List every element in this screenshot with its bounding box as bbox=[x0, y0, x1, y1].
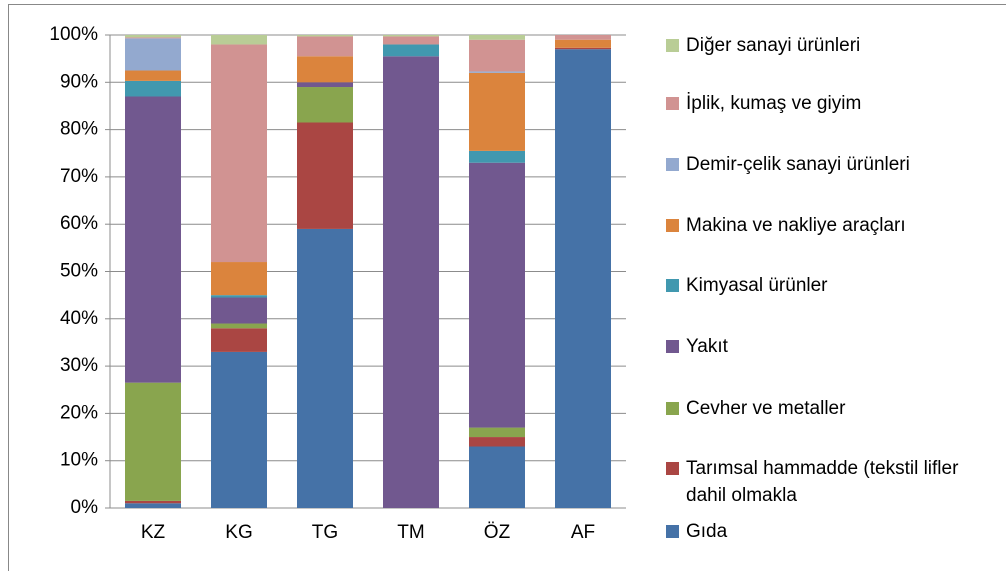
legend-swatch bbox=[666, 219, 679, 232]
legend-item: Cevher ve metaller bbox=[666, 395, 996, 422]
bar-segment bbox=[297, 36, 353, 57]
bar-segment bbox=[297, 56, 353, 83]
x-tick-label: TM bbox=[397, 522, 424, 543]
bar-segment bbox=[383, 44, 439, 57]
bar-segment bbox=[383, 56, 439, 508]
legend-item: Gıda bbox=[666, 518, 996, 545]
legend-swatch bbox=[666, 525, 679, 538]
legend-label: Makina ve nakliye araçları bbox=[686, 215, 906, 236]
bar-segment bbox=[125, 37, 181, 39]
y-tick-label: 70% bbox=[60, 166, 98, 187]
bar-segment bbox=[383, 36, 439, 45]
x-tick-label: AF bbox=[571, 522, 595, 543]
bar-segment bbox=[383, 35, 439, 37]
y-tick-label: 20% bbox=[60, 402, 98, 423]
legend-swatch bbox=[666, 340, 679, 353]
y-tick-label: 50% bbox=[60, 261, 98, 282]
bar-segment bbox=[125, 503, 181, 508]
bar-segment bbox=[469, 427, 525, 438]
bar-segment bbox=[211, 295, 267, 298]
legend-item: Tarımsal hammadde (tekstil lifler dahil … bbox=[666, 455, 996, 509]
legend-label: Gıda bbox=[686, 521, 728, 542]
bar-segment bbox=[555, 39, 611, 48]
bar-segment bbox=[125, 80, 181, 97]
y-tick-label: 10% bbox=[60, 450, 98, 471]
bar-segment bbox=[125, 382, 181, 501]
y-tick-label: 80% bbox=[60, 119, 98, 140]
bar-segment bbox=[297, 82, 353, 88]
bar-segment bbox=[125, 35, 181, 38]
bar-segment bbox=[469, 446, 525, 508]
bar-segment bbox=[211, 44, 267, 263]
legend-swatch bbox=[666, 97, 679, 110]
legend-swatch bbox=[666, 462, 679, 475]
legend-item: İplik, kumaş ve giyim bbox=[666, 90, 996, 117]
legend-label: Tarımsal hammadde (tekstil lifler dahil … bbox=[686, 458, 959, 506]
legend-label: Kimyasal ürünler bbox=[686, 275, 828, 296]
legend-item: Kimyasal ürünler bbox=[666, 272, 996, 299]
y-tick-label: 30% bbox=[60, 355, 98, 376]
legend-label: Demir-çelik sanayi ürünleri bbox=[686, 154, 910, 175]
bar-segment bbox=[297, 35, 353, 37]
bar-segment bbox=[211, 328, 267, 352]
legend-label: Yakıt bbox=[686, 336, 728, 357]
bar-segment bbox=[211, 35, 267, 45]
bar-segment bbox=[469, 72, 525, 151]
bar-segment bbox=[469, 35, 525, 40]
bar-segment bbox=[297, 87, 353, 123]
bar-segment bbox=[297, 228, 353, 508]
legend-label: Cevher ve metaller bbox=[686, 398, 846, 419]
legend-swatch bbox=[666, 402, 679, 415]
frame bbox=[8, 4, 1006, 571]
y-tick-label: 100% bbox=[49, 24, 98, 45]
legend-swatch bbox=[666, 158, 679, 171]
legend-label: İplik, kumaş ve giyim bbox=[686, 93, 862, 114]
bar-segment bbox=[469, 437, 525, 447]
x-tick-label: KG bbox=[225, 522, 252, 543]
bar-segment bbox=[125, 500, 181, 504]
legend-item: Demir-çelik sanayi ürünleri bbox=[666, 151, 996, 178]
legend-swatch bbox=[666, 279, 679, 292]
legend-swatch bbox=[666, 39, 679, 52]
bar-segment bbox=[555, 35, 611, 40]
bar-segment bbox=[211, 297, 267, 324]
bar-segment bbox=[297, 122, 353, 229]
bar-segment bbox=[469, 39, 525, 72]
bar-segment bbox=[469, 150, 525, 163]
bar-segment bbox=[211, 323, 267, 329]
bar-segment bbox=[469, 71, 525, 73]
legend-label: Diğer sanayi ürünleri bbox=[686, 35, 861, 56]
y-tick-label: 0% bbox=[71, 497, 99, 518]
bar-segment bbox=[469, 162, 525, 428]
bar-segment bbox=[125, 38, 181, 71]
legend-item: Diğer sanayi ürünleri bbox=[666, 32, 996, 59]
bar-segment bbox=[211, 351, 267, 508]
y-tick-label: 40% bbox=[60, 308, 98, 329]
y-tick-label: 90% bbox=[60, 71, 98, 92]
y-tick-label: 60% bbox=[60, 213, 98, 234]
x-tick-label: KZ bbox=[141, 522, 166, 543]
x-tick-label: ÖZ bbox=[484, 522, 511, 543]
bar-segment bbox=[125, 70, 181, 81]
legend-item: Makina ve nakliye araçları bbox=[666, 212, 996, 239]
legend-item: Yakıt bbox=[666, 333, 996, 360]
x-tick-label: TG bbox=[312, 522, 338, 543]
bar-segment bbox=[555, 47, 611, 50]
bar-segment bbox=[125, 96, 181, 383]
bar-segment bbox=[555, 49, 611, 508]
bar-segment bbox=[211, 262, 267, 296]
